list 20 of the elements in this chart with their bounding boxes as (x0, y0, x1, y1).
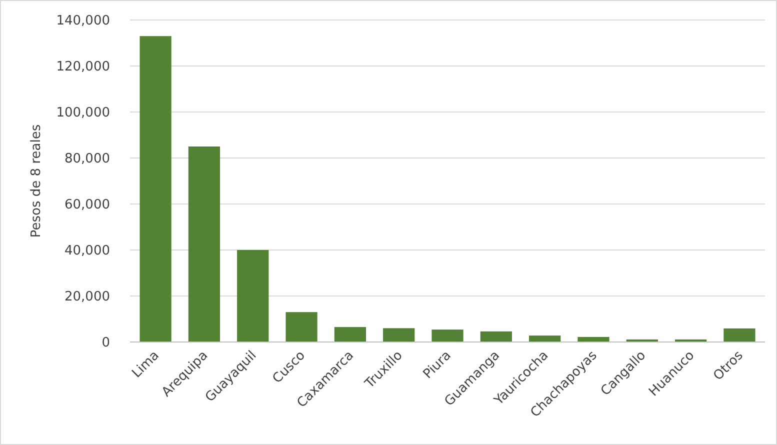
bar (529, 336, 561, 342)
bar (334, 327, 366, 342)
bar (188, 146, 220, 342)
bar (724, 328, 756, 342)
y-tick-label: 80,000 (64, 152, 110, 167)
bar (432, 330, 464, 342)
y-tick-label: 140,000 (56, 14, 110, 29)
y-tick-label: 100,000 (56, 106, 110, 121)
y-tick-label: 40,000 (64, 244, 110, 259)
y-axis-title: Pesos de 8 reales (29, 124, 44, 238)
y-tick-label: 0 (102, 336, 110, 351)
bar (480, 331, 512, 342)
bar (383, 328, 415, 342)
y-tick-label: 20,000 (64, 290, 110, 305)
bar (140, 36, 172, 342)
bar (237, 250, 269, 342)
y-tick-label: 120,000 (56, 60, 110, 75)
bar (578, 336, 610, 342)
y-tick-label: 60,000 (64, 198, 110, 213)
bar (286, 312, 318, 342)
